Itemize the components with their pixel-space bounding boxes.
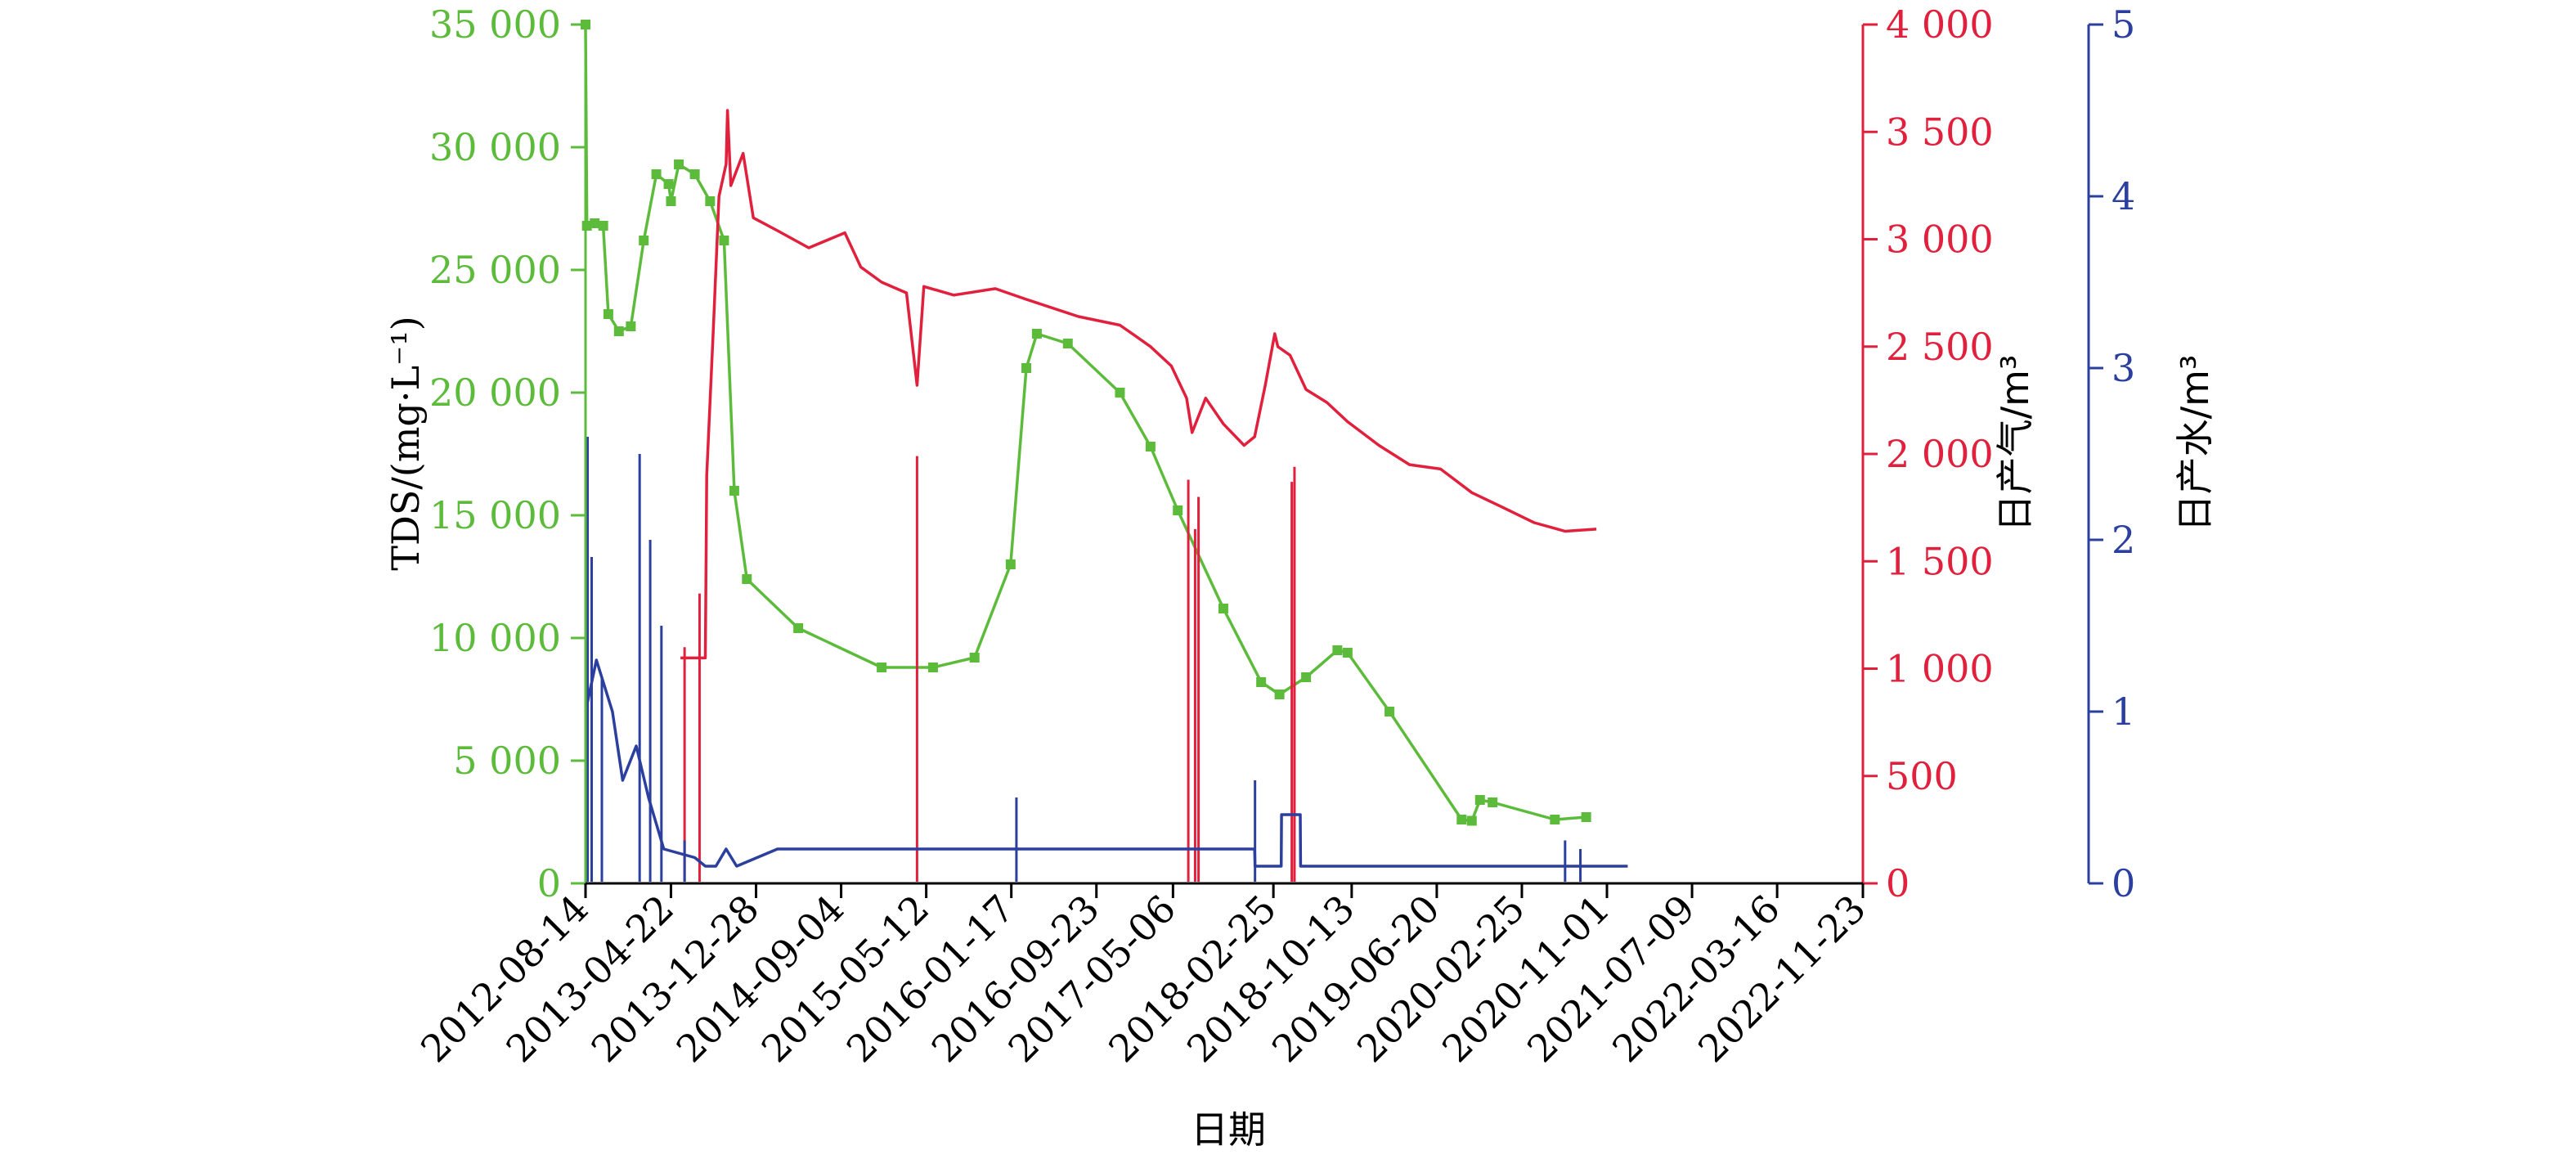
series-marker-left (1342, 648, 1353, 658)
y-tick-label-right2: 0 (2112, 861, 2135, 905)
series-marker-left (651, 169, 662, 179)
series-marker-left (598, 221, 608, 231)
series-marker-left (1021, 363, 1031, 373)
series-marker-left (1488, 797, 1498, 807)
y-tick-label-left: 35 000 (429, 2, 561, 47)
series-marker-left (1145, 442, 1156, 451)
series-marker-left (719, 236, 729, 245)
y-tick-label-right2: 3 (2112, 346, 2135, 390)
series-marker-left (1062, 339, 1073, 348)
series-line-left (584, 24, 1586, 823)
series-line-right2 (584, 658, 1628, 868)
series-marker-left (927, 663, 938, 672)
y-left-title: TDS/(mg·L⁻¹) (384, 316, 428, 570)
series-marker-left (639, 236, 649, 245)
y-tick-label-right2: 2 (2112, 518, 2135, 562)
y-tick-label-left: 5 000 (453, 739, 561, 783)
y-tick-label-left: 15 000 (429, 493, 561, 537)
y-tick-label-right2: 1 (2112, 690, 2135, 734)
series-marker-left (663, 179, 674, 189)
series-marker-left (1173, 505, 1183, 515)
series-marker-left (1005, 559, 1016, 569)
y-tick-label-right1: 500 (1886, 754, 1958, 798)
series-marker-left (1550, 815, 1560, 824)
series-marker-left (1031, 329, 1042, 339)
plot-area (581, 20, 1628, 882)
y-tick-label-right1: 3 500 (1886, 110, 1994, 154)
series-marker-left (1115, 388, 1125, 398)
y-tick-label-left: 0 (537, 861, 561, 905)
series-marker-left (689, 169, 700, 179)
series-marker-left (1274, 690, 1285, 699)
series-marker-left (969, 653, 980, 663)
series-marker-left (1384, 707, 1395, 717)
y-tick-label-right1: 4 000 (1886, 2, 1994, 47)
series-marker-left (1466, 815, 1477, 826)
series-marker-left (613, 326, 624, 336)
y-tick-label-right1: 3 000 (1886, 218, 1994, 262)
x-axis-title: 日期 (1191, 1107, 1266, 1152)
series-marker-left (742, 574, 752, 584)
series-marker-left (705, 196, 716, 206)
y-tick-label-right1: 2 000 (1886, 432, 1994, 476)
y-tick-label-right1: 1 000 (1886, 647, 1994, 691)
y-tick-label-left: 10 000 (429, 616, 561, 660)
series-marker-left (1581, 812, 1591, 822)
y-right2-title: 日产水/m³ (2173, 355, 2217, 532)
series-marker-left (626, 321, 636, 331)
series-line-right1 (680, 109, 1597, 660)
series-marker-left (674, 159, 684, 169)
series-marker-left (793, 623, 804, 633)
y-tick-label-left: 30 000 (429, 125, 561, 169)
series-marker-left (590, 218, 600, 228)
y-tick-label-right1: 1 500 (1886, 539, 1994, 583)
series-marker-left (1218, 604, 1228, 613)
y-tick-label-left: 20 000 (429, 371, 561, 415)
y-right1-title: 日产气/m³ (1993, 355, 2037, 532)
series-marker-left (1256, 677, 1267, 687)
series-marker-left (666, 196, 676, 206)
series-marker-left (729, 486, 739, 496)
series-marker-left (877, 663, 887, 672)
series-marker-left (1474, 795, 1485, 805)
series-marker-left (1456, 815, 1467, 824)
series-marker-left (1301, 672, 1312, 682)
y-tick-label-right2: 4 (2112, 174, 2135, 218)
series-marker-left (1332, 645, 1343, 655)
y-tick-label-right2: 5 (2112, 2, 2135, 47)
y-tick-label-left: 25 000 (429, 248, 561, 292)
series-marker-left (603, 309, 613, 319)
y-tick-label-right1: 2 500 (1886, 325, 1994, 369)
y-tick-label-right1: 0 (1886, 861, 1910, 905)
